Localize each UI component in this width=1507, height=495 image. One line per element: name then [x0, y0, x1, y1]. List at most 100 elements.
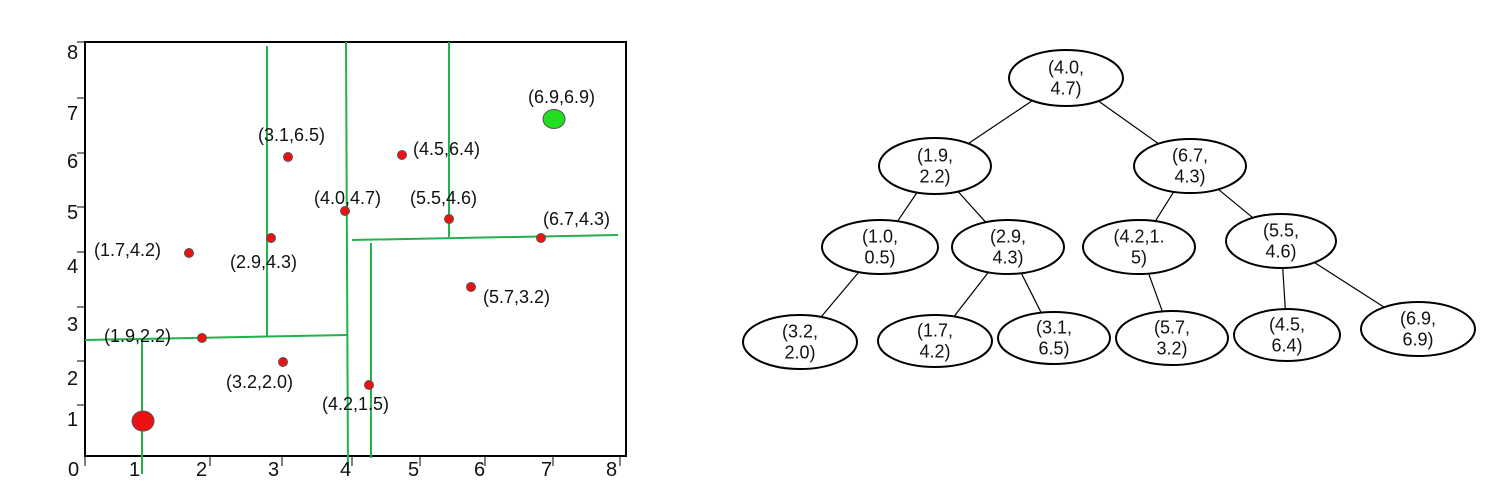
tree-node-label: (3.1, — [1036, 318, 1072, 338]
tree-node-label: 2.2) — [919, 167, 950, 187]
tree-node-label: (2.9, — [990, 227, 1026, 247]
tree-node: (4.2,1.5) — [1082, 219, 1196, 275]
data-point — [278, 357, 288, 367]
query-point-marker — [131, 410, 155, 432]
tree-node: (4.0,4.7) — [1008, 49, 1124, 107]
tree-edge — [1314, 261, 1385, 308]
data-point — [197, 333, 207, 343]
y-tick-label: 7 — [67, 103, 78, 125]
x-tick-label: 6 — [474, 459, 485, 481]
data-point — [364, 380, 374, 390]
tree-edge — [1148, 273, 1163, 312]
tree-node-ellipse — [1115, 310, 1229, 366]
tree-node-label: (1.9, — [917, 146, 953, 166]
kd-tree-diagram: (4.0,4.7)(1.9,2.2)(6.7,4.3)(1.0,0.5)(2.9… — [742, 49, 1476, 370]
point-label: (6.7,4.3) — [543, 209, 610, 229]
data-point — [266, 233, 276, 243]
tree-node-ellipse — [742, 314, 858, 370]
tree-node-label: (1.0, — [862, 227, 898, 247]
tree-edge — [1020, 272, 1042, 313]
tree-node-ellipse — [951, 219, 1065, 275]
data-point — [340, 206, 350, 216]
tree-node-ellipse — [877, 314, 993, 368]
point-label: (6.9,6.9) — [528, 87, 595, 107]
tree-node: (5.5,4.6) — [1225, 213, 1337, 269]
tree-edge — [1282, 267, 1286, 310]
x-tick-label: 7 — [541, 459, 552, 481]
tree-node: (4.5,6.4) — [1233, 308, 1341, 362]
y-tick-label: 6 — [67, 151, 78, 173]
tree-node-label: 3.2) — [1156, 339, 1187, 359]
tree-node-label: 4.2) — [919, 342, 950, 362]
tree-edge — [953, 271, 989, 317]
data-points — [131, 109, 566, 432]
tree-node-ellipse — [1008, 49, 1124, 107]
data-point — [283, 152, 293, 162]
data-point — [184, 248, 194, 258]
tree-node-label: (4.0, — [1048, 58, 1084, 78]
x-tick-label: 3 — [268, 459, 279, 481]
tree-node-label: (3.2, — [782, 322, 818, 342]
x-tick-labels: 0 1 2 3 4 5 6 7 8 — [68, 459, 617, 481]
y-tick-label: 3 — [67, 314, 78, 336]
data-point — [536, 233, 546, 243]
point-label: (2.9,4.3) — [230, 252, 297, 272]
tree-node: (1.7,4.2) — [877, 314, 993, 368]
tree-node: (6.9,6.9) — [1360, 301, 1476, 357]
point-label: (1.9,2.2) — [104, 326, 171, 346]
tree-node-ellipse — [1225, 213, 1337, 269]
tree-edge — [1217, 188, 1254, 219]
point-label: (4.5,6.4) — [413, 139, 480, 159]
tree-nodes: (4.0,4.7)(1.9,2.2)(6.7,4.3)(1.0,0.5)(2.9… — [742, 49, 1476, 370]
data-point — [466, 282, 476, 292]
tree-node-label: (1.7, — [917, 321, 953, 341]
tree-node-label: (6.7, — [1172, 146, 1208, 166]
tree-node-label: 6.5) — [1038, 339, 1069, 359]
point-label: (3.2,2.0) — [226, 372, 293, 392]
tree-node-label: 2.0) — [784, 343, 815, 363]
tree-node: (3.1,6.5) — [997, 311, 1111, 365]
point-label: (4.2,1.5) — [322, 394, 389, 414]
point-label: (4.0,4.7) — [314, 188, 381, 208]
point-labels: (4.0,4.7) (1.9,2.2) (6.7,4.3) (1.7,4.2) … — [94, 87, 610, 414]
tree-node-label: (4.5, — [1269, 315, 1305, 335]
tree-node-label: 6.9) — [1402, 330, 1433, 350]
tree-edge — [1154, 191, 1175, 222]
tree-node-label: 0.5) — [864, 248, 895, 268]
tree-edge — [897, 192, 918, 222]
y-tick-label: 4 — [67, 256, 78, 278]
split-line-y-2.2 — [84, 334, 349, 341]
tree-node-label: (6.9, — [1400, 309, 1436, 329]
tree-node-ellipse — [821, 219, 939, 275]
data-point — [444, 214, 454, 224]
tree-edge — [820, 271, 860, 318]
point-label: (5.7,3.2) — [483, 287, 550, 307]
point-label: (5.5,4.6) — [410, 188, 477, 208]
tree-node-label: 4.7) — [1050, 79, 1081, 99]
split-lines — [84, 41, 619, 475]
tree-node-ellipse — [997, 311, 1111, 365]
tree-node-label: 4.3) — [1174, 167, 1205, 187]
tree-node-label: (5.7, — [1154, 318, 1190, 338]
tree-node-label: 6.4) — [1271, 336, 1302, 356]
y-tick-label: 8 — [67, 42, 78, 64]
tree-edges — [820, 100, 1385, 318]
tree-node-ellipse — [1133, 138, 1247, 194]
tree-node-label: (5.5, — [1263, 221, 1299, 241]
tree-node-ellipse — [878, 137, 992, 195]
tree-node-ellipse — [1360, 301, 1476, 357]
tree-node-ellipse — [1082, 219, 1196, 275]
y-tick-label: 2 — [67, 368, 78, 390]
tree-node-label: 4.6) — [1265, 242, 1296, 262]
tree-edge — [957, 191, 987, 223]
y-tick-label: 5 — [67, 202, 78, 224]
tree-edge — [968, 100, 1033, 144]
tree-node-label: 4.3) — [992, 248, 1023, 268]
tree-node-label: (4.2,1. — [1113, 227, 1164, 247]
plot-frame — [84, 41, 627, 457]
split-line-x-4.0 — [345, 41, 349, 475]
x-tick-label: 8 — [606, 459, 617, 481]
tree-node: (1.0,0.5) — [821, 219, 939, 275]
nearest-point-marker — [542, 109, 566, 129]
tree-edge — [1098, 100, 1159, 145]
